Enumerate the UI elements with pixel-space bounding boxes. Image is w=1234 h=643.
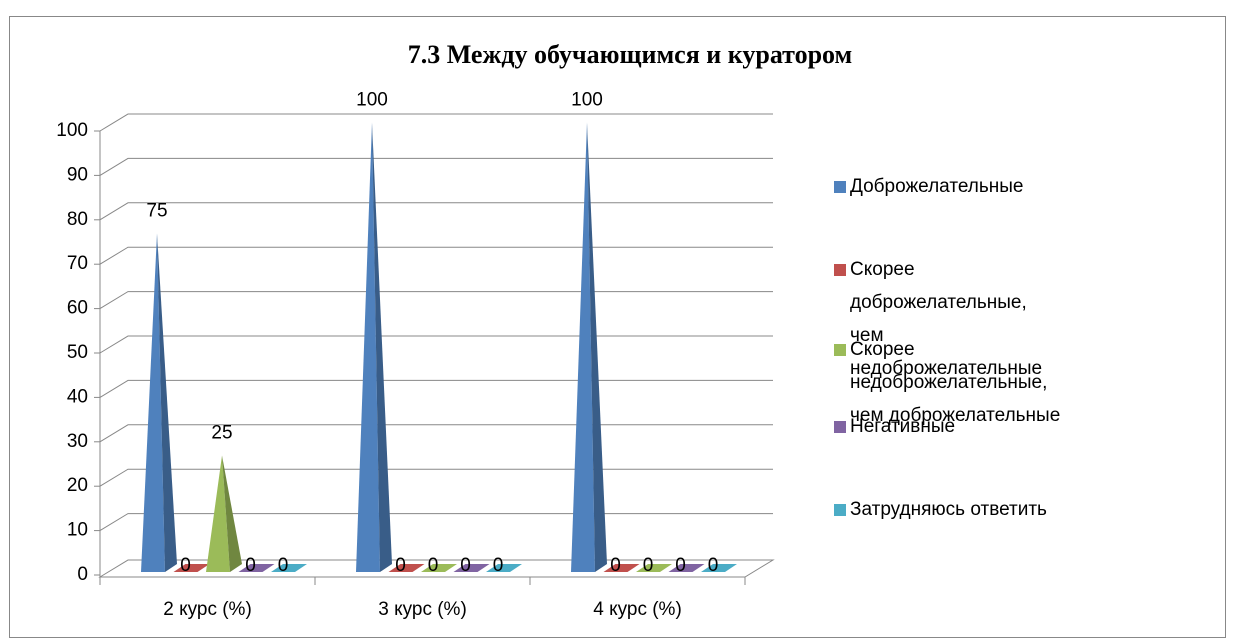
pyramid xyxy=(636,564,672,572)
legend-swatch xyxy=(834,264,846,276)
pyramid-side xyxy=(222,455,242,572)
y-tick-label: 80 xyxy=(67,209,88,230)
legend-label: Негативные xyxy=(850,416,956,437)
pyramid-flat xyxy=(238,564,275,572)
legend-label: Скорее недоброжелательные, чем доброжела… xyxy=(850,339,1061,426)
data-label: 0 xyxy=(395,555,406,576)
pyramid xyxy=(238,564,275,572)
pyramid-flat xyxy=(388,564,425,572)
y-tick-label: 20 xyxy=(67,475,88,496)
y-tick-label: 50 xyxy=(67,342,88,363)
legend-swatch xyxy=(834,181,846,193)
data-label: 0 xyxy=(278,555,289,576)
legend-swatch xyxy=(834,344,846,356)
pyramid-flat xyxy=(453,564,490,572)
data-label: 0 xyxy=(708,555,719,576)
pyramid-side xyxy=(587,122,607,572)
legend-swatch xyxy=(834,421,846,433)
pyramid xyxy=(453,564,490,572)
pyramid xyxy=(701,564,737,572)
legend-item: Затрудняюсь ответить xyxy=(832,493,1222,526)
legend-label: Скорее доброжелательные, чем недоброжела… xyxy=(850,259,1043,379)
y-tick-label: 100 xyxy=(56,120,88,141)
grid-line xyxy=(99,291,773,310)
x-tick-label: 3 курс (%) xyxy=(378,599,467,620)
pyramid xyxy=(421,564,457,572)
legend-label: Доброжелательные xyxy=(850,176,1024,197)
data-label: 0 xyxy=(493,555,504,576)
pyramid xyxy=(141,233,177,572)
pyramid-side xyxy=(157,233,177,572)
data-label: 100 xyxy=(356,90,388,111)
pyramid xyxy=(271,564,307,572)
pyramid xyxy=(173,564,210,572)
pyramid xyxy=(571,122,607,572)
data-label: 0 xyxy=(675,555,686,576)
pyramid-flat xyxy=(603,564,640,572)
data-label: 0 xyxy=(428,555,439,576)
legend-swatch xyxy=(834,504,846,516)
y-tick-label: 0 xyxy=(77,564,88,585)
pyramid xyxy=(486,564,522,572)
y-tick-label: 90 xyxy=(67,164,88,185)
y-tick-label: 10 xyxy=(67,520,88,541)
chart-title: 7.3 Между обучающимся и куратором xyxy=(408,40,853,69)
data-label: 0 xyxy=(610,555,621,576)
pyramid-side xyxy=(372,122,392,572)
data-label: 100 xyxy=(571,90,603,111)
data-label: 25 xyxy=(211,423,232,444)
grid-line xyxy=(99,202,773,221)
grid-line xyxy=(99,157,773,176)
data-label: 0 xyxy=(245,555,256,576)
grid-line xyxy=(99,246,773,265)
legend-item: Негативные xyxy=(832,410,1222,443)
data-label: 0 xyxy=(460,555,471,576)
legend-item: Доброжелательные xyxy=(832,170,1222,203)
pyramid-flat xyxy=(668,564,705,572)
pyramid-flat xyxy=(636,564,672,572)
data-label: 0 xyxy=(180,555,191,576)
grid-line xyxy=(99,424,773,443)
y-tick-label: 60 xyxy=(67,298,88,319)
pyramid-flat xyxy=(271,564,307,572)
data-label: 0 xyxy=(643,555,654,576)
pyramid-flat xyxy=(486,564,522,572)
grid-line xyxy=(99,468,773,487)
legend-label: Затрудняюсь ответить xyxy=(850,499,1047,520)
pyramid xyxy=(388,564,425,572)
pyramid xyxy=(356,122,392,572)
pyramid xyxy=(668,564,705,572)
legend-item: Скорее доброжелательные, чем недоброжела… xyxy=(832,253,1062,385)
y-tick-label: 40 xyxy=(67,386,88,407)
x-tick-label: 2 курс (%) xyxy=(163,599,252,620)
data-label: 75 xyxy=(146,201,167,222)
pyramid xyxy=(206,455,242,572)
pyramid-flat xyxy=(701,564,737,572)
pyramid xyxy=(603,564,640,572)
pyramid-flat xyxy=(421,564,457,572)
x-tick-label: 4 курс (%) xyxy=(593,599,682,620)
legend-item: Скорее недоброжелательные, чем доброжела… xyxy=(832,333,1062,432)
y-tick-label: 70 xyxy=(67,253,88,274)
y-tick-label: 30 xyxy=(67,431,88,452)
grid-line xyxy=(99,335,773,354)
pyramid-flat xyxy=(173,564,210,572)
grid-line xyxy=(99,513,773,532)
grid-line xyxy=(99,379,773,398)
grid-line xyxy=(99,113,773,132)
